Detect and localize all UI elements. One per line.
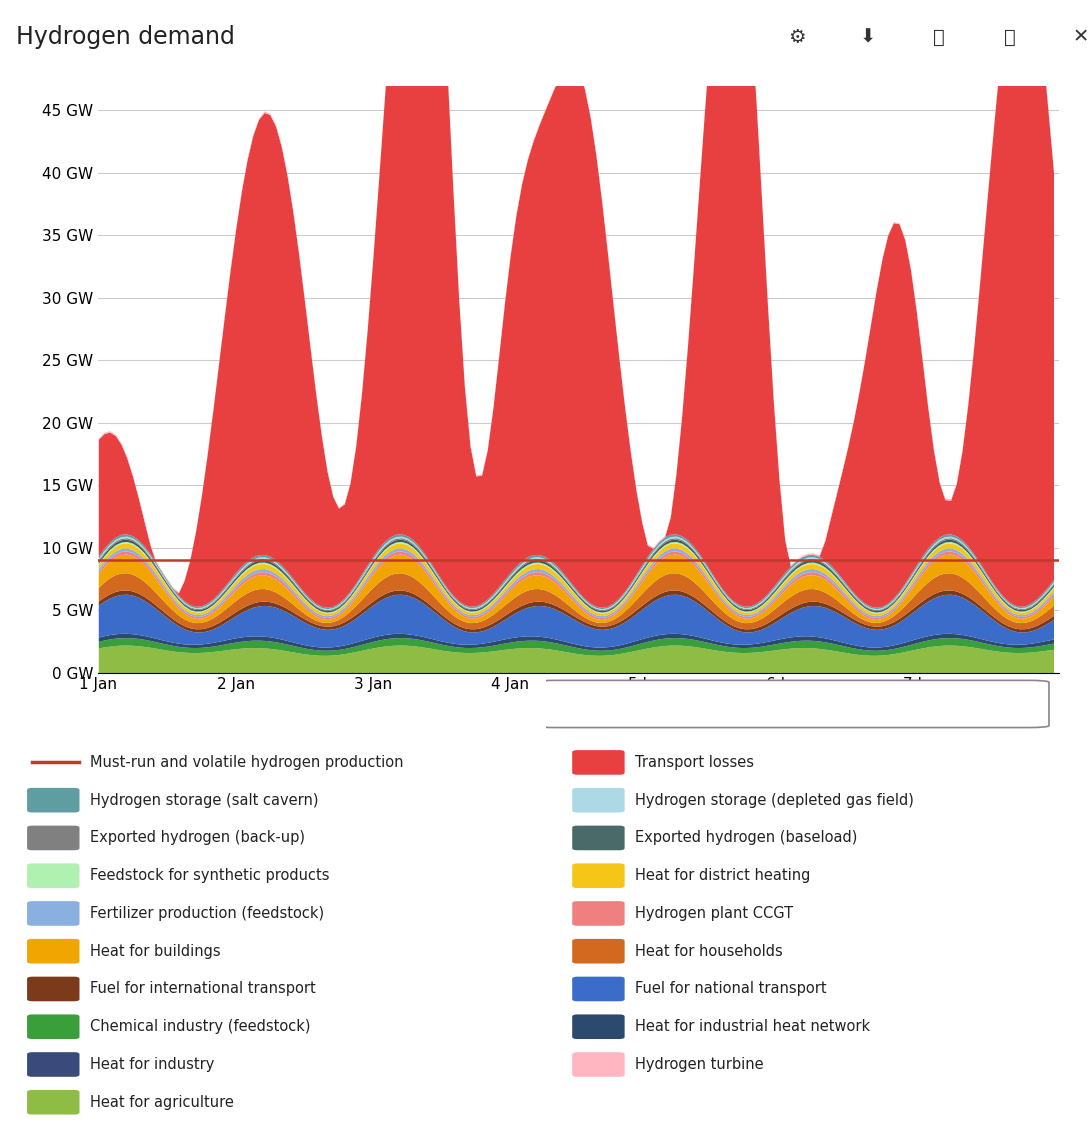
- FancyBboxPatch shape: [572, 825, 625, 850]
- FancyBboxPatch shape: [27, 939, 80, 963]
- Text: Heat for industry: Heat for industry: [90, 1057, 214, 1072]
- Text: ✕: ✕: [1073, 27, 1089, 47]
- Text: Exported hydrogen (baseload): Exported hydrogen (baseload): [636, 830, 857, 846]
- Text: ⚙: ⚙: [788, 27, 806, 47]
- Text: ⛶: ⛶: [1005, 27, 1016, 47]
- Text: Fuel for national transport: Fuel for national transport: [636, 982, 827, 996]
- FancyBboxPatch shape: [27, 863, 80, 888]
- Text: 1 Jan - 8 Jan: 1 Jan - 8 Jan: [607, 695, 707, 712]
- FancyBboxPatch shape: [572, 977, 625, 1001]
- Text: Heat for households: Heat for households: [636, 944, 783, 959]
- FancyBboxPatch shape: [572, 1052, 625, 1077]
- Text: Hydrogen plant CCGT: Hydrogen plant CCGT: [636, 906, 793, 921]
- Text: Chemical industry (feedstock): Chemical industry (feedstock): [90, 1019, 310, 1034]
- Text: Fuel for international transport: Fuel for international transport: [90, 982, 316, 996]
- FancyBboxPatch shape: [27, 977, 80, 1001]
- Text: Transport losses: Transport losses: [636, 755, 755, 770]
- FancyBboxPatch shape: [572, 939, 625, 963]
- Text: ⬇: ⬇: [860, 27, 876, 47]
- FancyBboxPatch shape: [572, 750, 625, 775]
- Text: Hydrogen storage (salt cavern): Hydrogen storage (salt cavern): [90, 792, 319, 807]
- FancyBboxPatch shape: [27, 901, 80, 926]
- FancyBboxPatch shape: [572, 901, 625, 926]
- Text: ∨: ∨: [1004, 694, 1018, 714]
- Text: Heat for agriculture: Heat for agriculture: [90, 1094, 234, 1109]
- Text: Hydrogen turbine: Hydrogen turbine: [636, 1057, 763, 1072]
- Text: Fertilizer production (feedstock): Fertilizer production (feedstock): [90, 906, 324, 921]
- Text: Feedstock for synthetic products: Feedstock for synthetic products: [90, 869, 330, 884]
- Text: Heat for industrial heat network: Heat for industrial heat network: [636, 1019, 870, 1034]
- Text: 🔓: 🔓: [934, 27, 945, 47]
- FancyBboxPatch shape: [27, 825, 80, 850]
- FancyBboxPatch shape: [536, 681, 1049, 727]
- Text: Heat for district heating: Heat for district heating: [636, 869, 810, 884]
- FancyBboxPatch shape: [572, 788, 625, 813]
- FancyBboxPatch shape: [572, 1015, 625, 1039]
- Text: Heat for buildings: Heat for buildings: [90, 944, 221, 959]
- Text: Hydrogen demand: Hydrogen demand: [16, 25, 235, 49]
- FancyBboxPatch shape: [27, 1090, 80, 1115]
- FancyBboxPatch shape: [27, 788, 80, 813]
- FancyBboxPatch shape: [572, 863, 625, 888]
- Text: Hydrogen storage (depleted gas field): Hydrogen storage (depleted gas field): [636, 792, 914, 807]
- FancyBboxPatch shape: [27, 1052, 80, 1077]
- FancyBboxPatch shape: [27, 1015, 80, 1039]
- Text: Exported hydrogen (back-up): Exported hydrogen (back-up): [90, 830, 305, 846]
- Text: Must-run and volatile hydrogen production: Must-run and volatile hydrogen productio…: [90, 755, 403, 770]
